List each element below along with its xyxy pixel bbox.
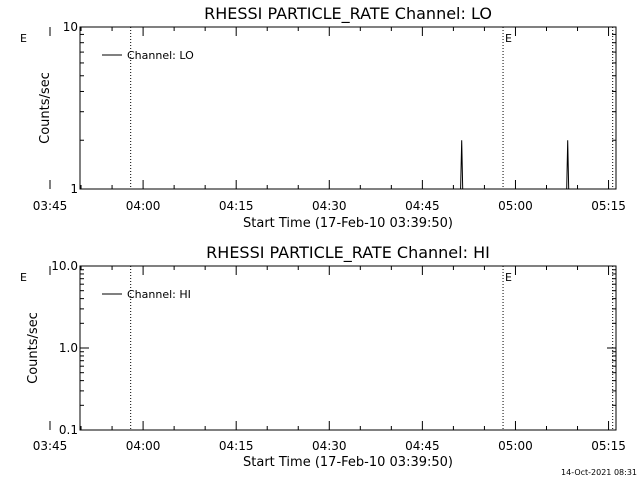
x-tick-label: 04:15 xyxy=(219,199,254,213)
x-tick-label: 03:45 xyxy=(33,199,68,213)
y-tick-label: 1.0 xyxy=(59,341,78,355)
hi-channel-panel: RHESSI PARTICLE_RATE Channel: HI 0.1 1.0 10… xyxy=(20,243,626,470)
x-tick-label: 05:15 xyxy=(591,199,626,213)
x-tick-label: 05:15 xyxy=(591,439,626,453)
x-tick-label: 04:30 xyxy=(312,199,347,213)
y-tick-label: 1 xyxy=(70,182,78,196)
x-tick-label: 05:00 xyxy=(498,439,533,453)
legend-label: Channel: HI xyxy=(127,288,191,301)
event-marker-label: E xyxy=(20,32,27,45)
x-tick-label: 04:00 xyxy=(126,199,161,213)
x-axis-label: Start Time (17-Feb-10 03:39:50) xyxy=(243,455,453,470)
x-tick-label: 04:45 xyxy=(405,199,440,213)
x-axis-label: Start Time (17-Feb-10 03:39:50) xyxy=(243,216,453,231)
x-tick-label: 04:15 xyxy=(219,439,254,453)
chart-title: RHESSI PARTICLE_RATE Channel: LO xyxy=(204,4,492,24)
series-line xyxy=(566,140,570,190)
event-marker-label: E xyxy=(505,32,512,45)
x-tick-label: 04:45 xyxy=(405,439,440,453)
footer-timestamp: 14-Oct-2021 08:31 xyxy=(561,468,637,477)
x-tick-label: 03:45 xyxy=(33,439,68,453)
plot-frame xyxy=(79,26,617,190)
event-marker-label: E xyxy=(505,271,512,284)
event-marker-label: E xyxy=(20,271,27,284)
y-axis-label: Counts/sec xyxy=(38,72,53,144)
y-tick-label: 10 xyxy=(63,20,78,34)
lo-channel-panel: RHESSI PARTICLE_RATE Channel: LO 1 10 03:45… xyxy=(20,4,626,231)
legend-label: Channel: LO xyxy=(127,49,194,62)
x-tick-label: 04:00 xyxy=(126,439,161,453)
y-axis-label: Counts/sec xyxy=(26,312,41,384)
x-tick-label: 05:00 xyxy=(498,199,533,213)
chart-title: RHESSI PARTICLE_RATE Channel: HI xyxy=(206,243,490,263)
x-tick-label: 04:30 xyxy=(312,439,347,453)
y-tick-label: 0.1 xyxy=(59,423,78,437)
y-tick-label: 10.0 xyxy=(51,259,78,273)
series-line xyxy=(460,140,464,190)
